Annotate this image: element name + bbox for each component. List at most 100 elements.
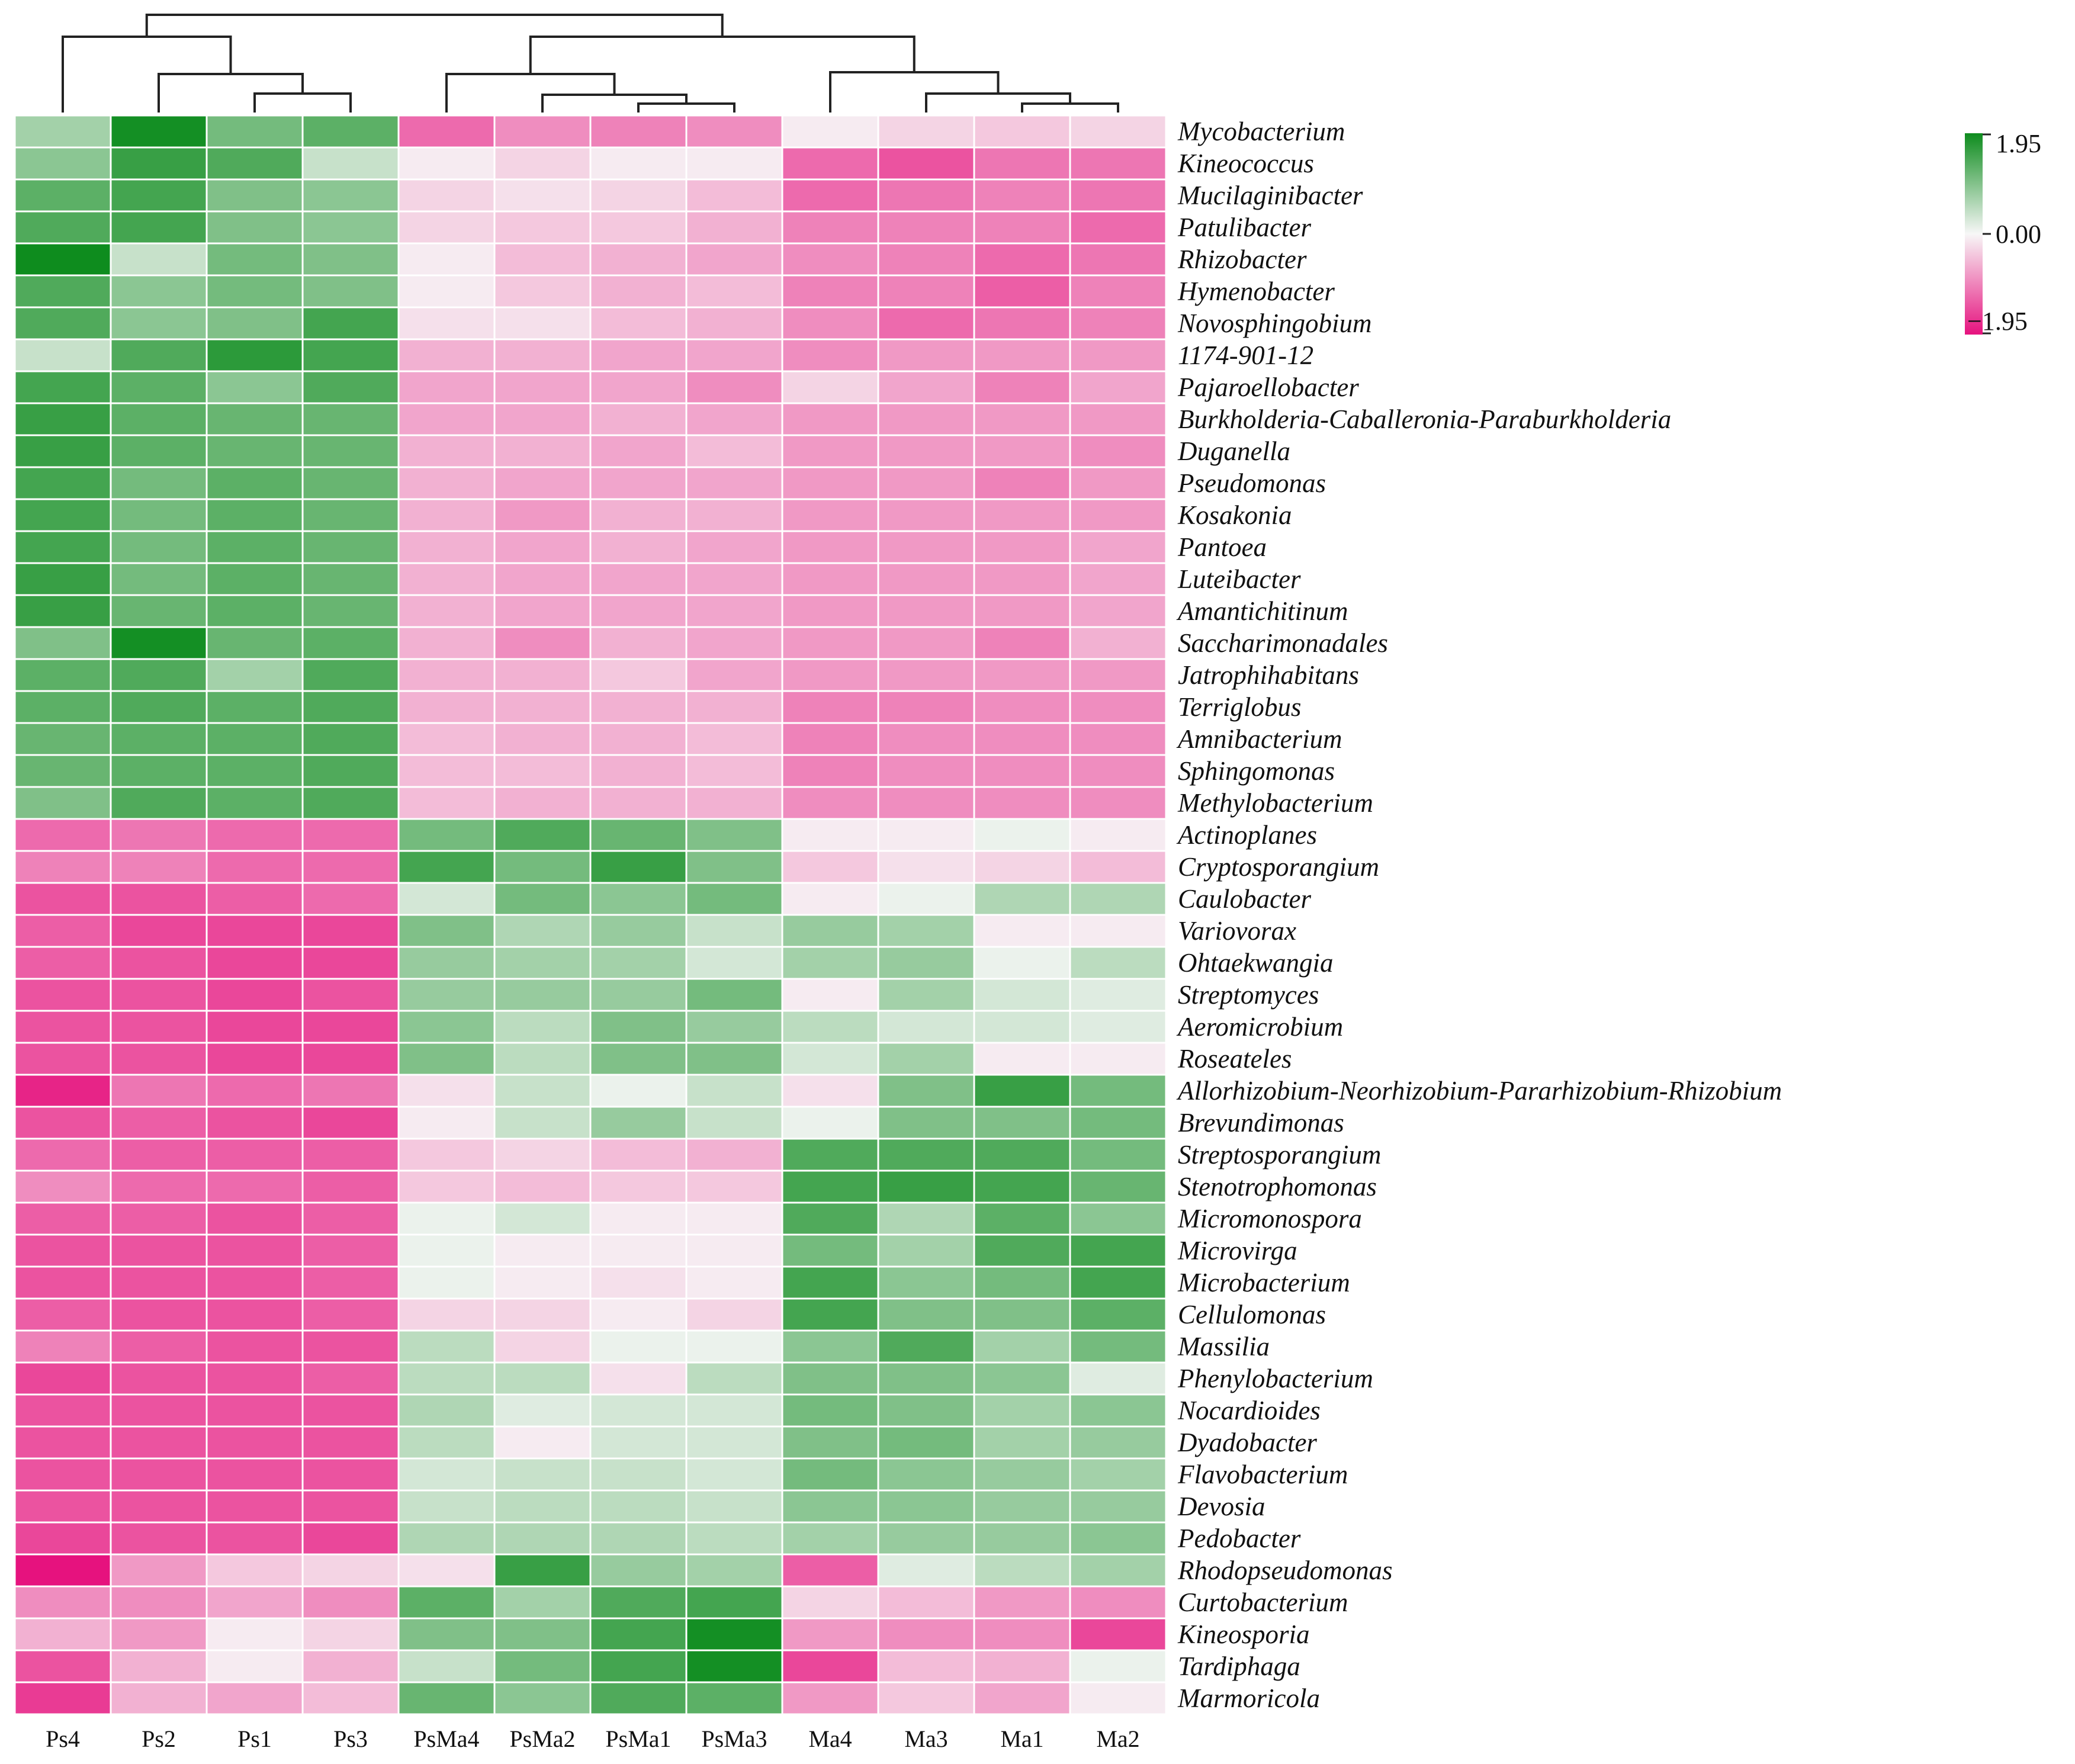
cell-luteibacter-ma1 <box>973 562 1071 596</box>
cell-streptomyces-ps4 <box>14 978 112 1012</box>
row-label-micromonospora: Micromonospora <box>1177 1204 1362 1233</box>
cell-marmoricola-psma4 <box>397 1681 496 1715</box>
cell-kineococcus-psma3 <box>685 146 783 181</box>
cell-patulibacter-ps4 <box>14 210 112 245</box>
cell-caulobacter-psma1 <box>589 882 688 916</box>
cell-pseudomonas-psma3 <box>685 466 783 500</box>
cell-1174-901-12-ma2 <box>1069 338 1167 372</box>
cell-hymenobacter-ma1 <box>973 274 1071 309</box>
cell-actinoplanes-psma1 <box>589 818 688 852</box>
cell-aeromicrobium-psma3 <box>685 1010 783 1044</box>
cell-phenylobacterium-ma3 <box>877 1361 975 1396</box>
cell-terriglobus-ps4 <box>14 690 112 724</box>
cell-devosia-ma4 <box>781 1489 879 1524</box>
cell-allorhizobium-neorhizobium-pararhizobium-rhizobium-ma1 <box>973 1074 1071 1108</box>
cell-mucilaginibacter-ma1 <box>973 178 1071 213</box>
dendrogram-link-6 <box>445 73 616 113</box>
cell-stenotrophomonas-ma4 <box>781 1169 879 1204</box>
cell-methylobacterium-ps4 <box>14 786 112 820</box>
cell-1174-901-12-ps2 <box>110 338 208 372</box>
row-label-kineococcus: Kineococcus <box>1177 149 1314 178</box>
cell-curtobacterium-ma1 <box>973 1585 1071 1620</box>
cell-streptosporangium-ma3 <box>877 1138 975 1172</box>
cell-kineococcus-ps2 <box>110 146 208 181</box>
cell-caulobacter-ps3 <box>301 882 400 916</box>
cell-massilia-ma3 <box>877 1329 975 1364</box>
cell-micromonospora-psma4 <box>397 1201 496 1236</box>
cell-streptosporangium-ps1 <box>205 1138 304 1172</box>
cell-pedobacter-ma1 <box>973 1521 1071 1556</box>
cell-rhodopseudomonas-ma4 <box>781 1553 879 1588</box>
cell-saccharimonadales-psma1 <box>589 626 688 660</box>
cell-curtobacterium-ma4 <box>781 1585 879 1620</box>
cell-duganella-ma3 <box>877 434 975 468</box>
cell-variovorax-psma1 <box>589 914 688 948</box>
cell-tardiphaga-psma2 <box>493 1649 592 1683</box>
cell-amantichitinum-psma3 <box>685 594 783 628</box>
cell-novosphingobium-ma1 <box>973 306 1071 340</box>
cell-pedobacter-ps3 <box>301 1521 400 1556</box>
cell-microbacterium-ma2 <box>1069 1265 1167 1300</box>
cell-mucilaginibacter-ps2 <box>110 178 208 213</box>
cell-1174-901-12-ps3 <box>301 338 400 372</box>
row-label-kineosporia: Kineosporia <box>1177 1620 1310 1649</box>
cell-rhizobacter-ps4 <box>14 242 112 277</box>
cell-mycobacterium-ps1 <box>205 114 304 149</box>
row-label-variovorax: Variovorax <box>1178 916 1296 946</box>
cell-caulobacter-ps4 <box>14 882 112 916</box>
cell-duganella-psma2 <box>493 434 592 468</box>
cell-allorhizobium-neorhizobium-pararhizobium-rhizobium-psma2 <box>493 1074 592 1108</box>
cell-kineosporia-ps4 <box>14 1617 112 1651</box>
cell-amnibacterium-ma3 <box>877 722 975 756</box>
cell-marmoricola-ps3 <box>301 1681 400 1715</box>
cell-cellulomonas-ma3 <box>877 1297 975 1332</box>
cell-ohtaekwangia-ps3 <box>301 946 400 980</box>
cell-streptosporangium-psma4 <box>397 1138 496 1172</box>
cell-phenylobacterium-ps3 <box>301 1361 400 1396</box>
cell-tardiphaga-ma2 <box>1069 1649 1167 1683</box>
row-label-kosakonia: Kosakonia <box>1177 500 1292 530</box>
cell-cellulomonas-ps1 <box>205 1297 304 1332</box>
row-label-rhodopseudomonas: Rhodopseudomonas <box>1177 1556 1392 1585</box>
cell-kineosporia-ps2 <box>110 1617 208 1651</box>
cell-roseateles-psma3 <box>685 1042 783 1076</box>
cell-jatrophihabitans-ps2 <box>110 658 208 692</box>
cell-novosphingobium-ma2 <box>1069 306 1167 340</box>
cell-kineococcus-psma4 <box>397 146 496 181</box>
cell-microbacterium-ps3 <box>301 1265 400 1300</box>
row-label-sphingomonas: Sphingomonas <box>1178 756 1335 786</box>
cell-roseateles-ps4 <box>14 1042 112 1076</box>
cell-patulibacter-ma4 <box>781 210 879 245</box>
cell-rhizobacter-ps1 <box>205 242 304 277</box>
cell-stenotrophomonas-ps4 <box>14 1169 112 1204</box>
row-label-phenylobacterium: Phenylobacterium <box>1177 1364 1373 1393</box>
cell-microvirga-ma2 <box>1069 1233 1167 1268</box>
cell-variovorax-ma4 <box>781 914 879 948</box>
cell-jatrophihabitans-ps3 <box>301 658 400 692</box>
cell-curtobacterium-psma1 <box>589 1585 688 1620</box>
cell-tardiphaga-ps2 <box>110 1649 208 1683</box>
cell-patulibacter-ma1 <box>973 210 1071 245</box>
cell-patulibacter-ps2 <box>110 210 208 245</box>
cell-nocardioides-ma1 <box>973 1393 1071 1428</box>
cell-jatrophihabitans-psma3 <box>685 658 783 692</box>
cell-jatrophihabitans-ma1 <box>973 658 1071 692</box>
cell-aeromicrobium-ma1 <box>973 1010 1071 1044</box>
row-label-marmoricola: Marmoricola <box>1177 1683 1320 1713</box>
dendrogram-link-11 <box>145 14 724 37</box>
cell-amantichitinum-ma2 <box>1069 594 1167 628</box>
cell-burkholderia-caballeronia-paraburkholderia-psma2 <box>493 402 592 436</box>
cell-cryptosporangium-psma3 <box>685 850 783 884</box>
cell-dyadobacter-psma2 <box>493 1425 592 1460</box>
cell-phenylobacterium-psma3 <box>685 1361 783 1396</box>
cell-phenylobacterium-ma2 <box>1069 1361 1167 1396</box>
cell-pajaroellobacter-psma1 <box>589 370 688 404</box>
cell-variovorax-psma4 <box>397 914 496 948</box>
cell-aeromicrobium-psma4 <box>397 1010 496 1044</box>
cell-caulobacter-psma4 <box>397 882 496 916</box>
cell-luteibacter-ma3 <box>877 562 975 596</box>
column-label-ma2: Ma2 <box>1096 1726 1139 1752</box>
cell-flavobacterium-ps2 <box>110 1457 208 1492</box>
cell-pedobacter-psma2 <box>493 1521 592 1556</box>
cell-kosakonia-ps1 <box>205 498 304 532</box>
